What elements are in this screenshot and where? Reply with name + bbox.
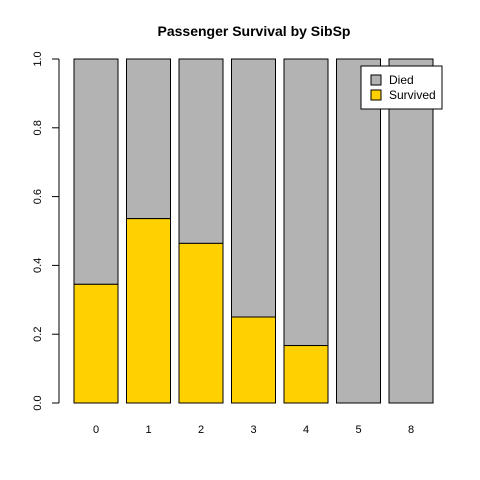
chart-title: Passenger Survival by SibSp <box>158 23 351 39</box>
x-axis-labels: 0 1 2 3 4 5 8 <box>93 424 414 436</box>
bar-survived-1 <box>126 218 171 404</box>
bar-survived-0 <box>73 283 119 404</box>
bar-died-5 <box>336 58 381 404</box>
bar-survived-2 <box>178 242 224 404</box>
bars-layer <box>73 58 434 404</box>
bar-died-8 <box>388 58 434 404</box>
x-tick-label-3: 3 <box>250 424 256 436</box>
bar-died-1 <box>126 58 171 220</box>
y-tick-label-0.2: 0.2 <box>32 327 44 342</box>
x-tick-label-0: 0 <box>93 424 99 436</box>
y-tick-label-0.6: 0.6 <box>32 189 44 204</box>
legend-label-survived: Survived <box>389 88 436 102</box>
x-tick-label-2: 2 <box>198 424 204 436</box>
legend-box <box>360 65 443 110</box>
legend-label-died: Died <box>389 73 414 87</box>
bar-died-0 <box>73 58 119 285</box>
bar-survived-4 <box>283 345 329 404</box>
legend-swatch-died <box>370 74 382 86</box>
bar-died-4 <box>283 58 329 347</box>
legend-swatch-survived <box>370 89 382 101</box>
bar-died-2 <box>178 58 224 244</box>
y-tick-label-0.8: 0.8 <box>32 120 44 135</box>
x-tick-label-5: 5 <box>355 424 361 436</box>
bar-survived-3 <box>231 316 276 404</box>
x-tick-label-8: 8 <box>408 424 414 436</box>
y-tick-label-0.4: 0.4 <box>32 258 44 273</box>
bar-died-3 <box>231 58 276 318</box>
y-tick-label-1.0: 1.0 <box>32 51 44 66</box>
x-tick-label-4: 4 <box>303 424 309 436</box>
y-tick-label-0.0: 0.0 <box>32 395 44 410</box>
y-axis: 0.0 0.2 0.4 0.6 0.8 1.0 <box>32 51 60 411</box>
x-tick-label-1: 1 <box>145 424 151 436</box>
